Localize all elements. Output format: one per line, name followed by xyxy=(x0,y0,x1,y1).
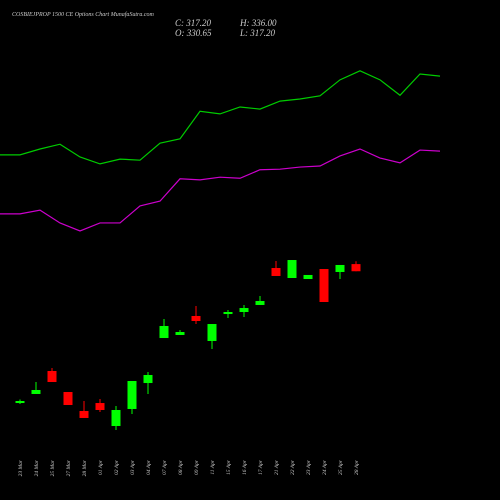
candle-body xyxy=(95,403,105,410)
candle-body xyxy=(143,374,153,384)
candle-body xyxy=(63,392,73,405)
chart-title: COSBIEJPROP 1500 CE Options Chart Munafa… xyxy=(12,11,155,18)
x-tick-label: 24 Mar xyxy=(33,459,40,476)
x-tick-label: 08 Apr xyxy=(178,459,184,475)
candle-body xyxy=(319,269,329,302)
x-tick-label: 11 Apr xyxy=(210,459,216,474)
x-tick-label: 21 Apr xyxy=(274,459,280,475)
x-tick-label: 09 Apr xyxy=(194,459,200,475)
candle-body xyxy=(223,312,233,315)
ohlc-open: O: 330.65 xyxy=(175,28,212,38)
x-tick-label: 25 Apr xyxy=(338,459,344,475)
x-tick-label: 02 Apr xyxy=(114,459,120,475)
candle-body xyxy=(303,274,313,280)
x-tick-label: 01 Apr xyxy=(98,459,104,475)
x-tick-label: 07 Apr xyxy=(162,459,168,475)
candle-body xyxy=(31,389,41,394)
candle-body xyxy=(159,325,169,339)
candle-body xyxy=(239,308,249,313)
candle-body xyxy=(15,401,25,404)
x-tick-label: 25 Mar xyxy=(50,459,56,476)
x-tick-label: 23 Apr xyxy=(306,459,312,475)
x-tick-label: 16 Apr xyxy=(242,459,248,475)
x-tick-label: 17 Apr xyxy=(258,459,264,475)
x-tick-label: 27 Mar xyxy=(66,459,72,476)
candle-body xyxy=(175,332,185,335)
x-tick-label: 28 Mar xyxy=(82,459,88,476)
ohlc-low: L: 317.20 xyxy=(239,28,276,38)
x-tick-label: 04 Apr xyxy=(145,459,152,475)
x-tick-label: 03 Apr xyxy=(130,459,136,475)
ohlc-close: C: 317.20 xyxy=(175,18,212,28)
candle-body xyxy=(255,300,265,305)
candle-body xyxy=(287,260,297,279)
ohlc-high: H: 336.00 xyxy=(239,18,277,28)
overlay-line xyxy=(0,70,441,165)
x-tick-label: 24 Apr xyxy=(321,459,328,475)
candle-body xyxy=(47,370,57,383)
candle-body xyxy=(271,268,281,276)
x-tick-label: 15 Apr xyxy=(226,459,232,475)
candle-body xyxy=(127,381,137,409)
x-tick-label: 23 Mar xyxy=(18,459,24,476)
candle-body xyxy=(111,409,121,427)
overlay-line xyxy=(0,148,441,232)
candle-body xyxy=(79,411,89,418)
candle-body xyxy=(191,315,201,321)
x-tick-label: 28 Apr xyxy=(354,459,360,475)
candle-body xyxy=(351,264,361,272)
candle-body xyxy=(207,324,217,341)
x-tick-label: 22 Apr xyxy=(290,459,296,475)
candle-body xyxy=(335,264,345,272)
